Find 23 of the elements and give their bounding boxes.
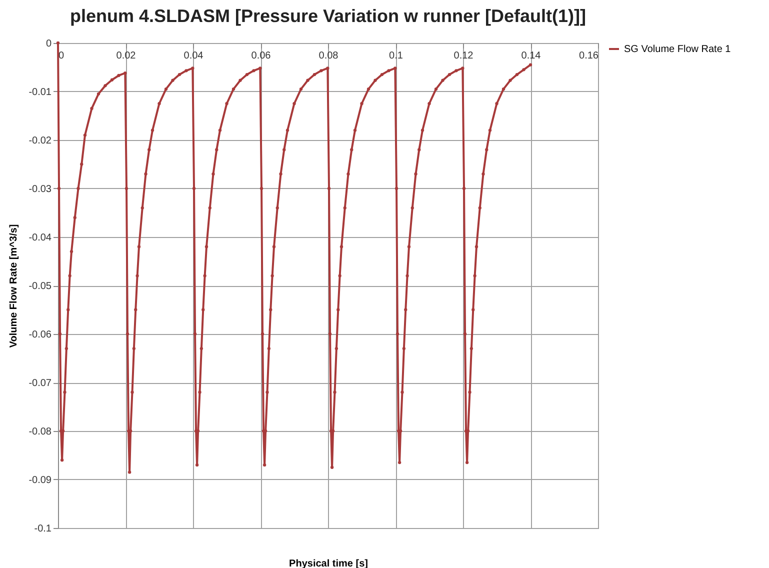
chart-title: plenum 4.SLDASM [Pressure Variation w runner [Default(1)]] xyxy=(70,6,586,26)
y-tick-label: -0.03 xyxy=(28,184,52,195)
x-tick-label: 0 xyxy=(58,50,64,62)
x-tick-label: 0.08 xyxy=(318,50,339,62)
x-tick-label: 0.14 xyxy=(521,50,542,62)
y-axis-title: Volume Flow Rate [m^3/s] xyxy=(8,224,20,348)
x-tick-label: 0.1 xyxy=(389,50,404,62)
x-tick-label: 0.06 xyxy=(251,50,272,62)
y-tick-label: -0.01 xyxy=(28,87,52,98)
y-tick-label: -0.08 xyxy=(28,426,52,438)
x-tick-label: 0.16 xyxy=(579,50,599,62)
y-tick-label: -0.04 xyxy=(28,232,52,244)
legend-label: SG Volume Flow Rate 1 xyxy=(624,44,732,55)
y-tick-label: -0.02 xyxy=(28,136,52,146)
y-tick-label: -0.07 xyxy=(28,378,52,389)
x-tick-label: 0.02 xyxy=(116,50,136,62)
y-tick-label: -0.05 xyxy=(28,281,52,292)
x-tick-label: 0.12 xyxy=(454,50,474,62)
y-tick-label: -0.1 xyxy=(34,524,52,534)
y-tick-label: -0.06 xyxy=(28,330,52,340)
x-tick-label: 0.04 xyxy=(184,50,204,62)
y-tick-label: 0 xyxy=(46,38,52,50)
y-tick-label: -0.09 xyxy=(28,475,52,486)
